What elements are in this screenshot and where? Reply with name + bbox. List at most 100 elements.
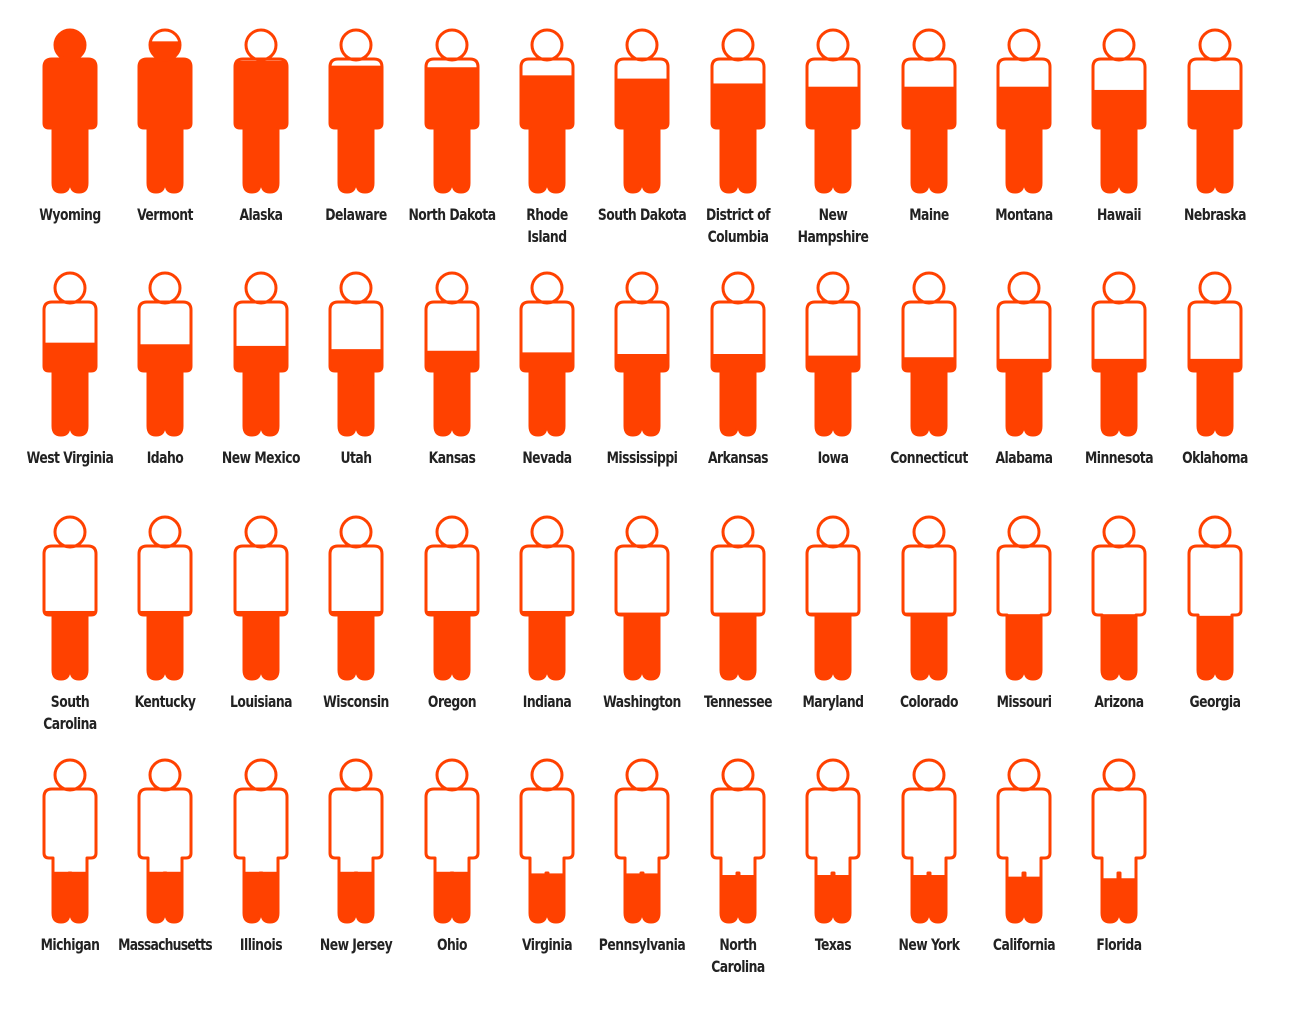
state-pictogram: Wisconsin [308, 491, 404, 721]
body-outline [328, 300, 384, 437]
person-icon [519, 28, 575, 194]
head-outline [721, 758, 755, 792]
state-label: Utah [340, 448, 373, 468]
state-pictogram: Missouri [976, 491, 1072, 721]
body-outline [42, 787, 98, 924]
head-outline [148, 515, 182, 549]
person-icon [137, 28, 193, 194]
body-outline [996, 544, 1052, 681]
person-icon [233, 758, 289, 924]
state-pictogram: Colorado [881, 491, 977, 721]
state-pictogram: North Dakota [404, 4, 500, 234]
person-icon [424, 271, 480, 437]
person-icon [1091, 515, 1147, 681]
state-label: Mississippi [606, 448, 678, 468]
body-outline [424, 300, 480, 437]
body-outline [424, 544, 480, 681]
person-icon [901, 758, 957, 924]
person-icon [710, 28, 766, 194]
person-icon [42, 515, 98, 681]
body-outline [805, 300, 861, 437]
head-outline [339, 758, 373, 792]
head-outline [530, 28, 564, 62]
state-label: Louisiana [229, 691, 292, 711]
body-outline [1091, 57, 1147, 194]
state-label: Florida [1096, 934, 1143, 954]
person-icon [519, 758, 575, 924]
body-outline [996, 787, 1052, 924]
body-outline [328, 787, 384, 924]
person-icon [42, 28, 98, 194]
body-outline [1091, 787, 1147, 924]
head-outline [816, 271, 850, 305]
head-outline [244, 271, 278, 305]
person-icon [137, 758, 193, 924]
state-pictogram: Tennessee [690, 491, 786, 721]
head-outline [912, 271, 946, 305]
body-outline [137, 57, 193, 194]
state-label: North Dakota [408, 205, 496, 224]
person-icon [519, 271, 575, 437]
state-pictogram: New Jersey [308, 734, 404, 964]
head-outline [1007, 271, 1041, 305]
state-label: New Jersey [320, 934, 393, 954]
state-pictogram: Kansas [404, 247, 500, 477]
state-label: Connecticut [889, 448, 968, 468]
person-icon [710, 758, 766, 924]
state-pictogram: Georgia [1167, 491, 1263, 721]
person-icon [901, 271, 957, 437]
state-label: Idaho [147, 448, 184, 468]
person-icon [805, 758, 861, 924]
state-label: Arizona [1094, 691, 1145, 711]
body-outline [1091, 544, 1147, 681]
state-label: Nebraska [1183, 205, 1246, 224]
head-outline [339, 515, 373, 549]
state-label: Montana [995, 205, 1053, 224]
head-outline [1102, 758, 1136, 792]
head-outline [435, 28, 469, 62]
person-icon [233, 515, 289, 681]
body-outline [519, 544, 575, 681]
head-outline [530, 271, 564, 305]
body-outline [328, 544, 384, 681]
state-label: West Virginia [26, 448, 114, 468]
head-outline [625, 515, 659, 549]
person-icon [901, 28, 957, 194]
state-label: New Hampshire [797, 205, 869, 246]
state-label: Wisconsin [323, 691, 390, 711]
body-outline [42, 300, 98, 437]
state-label: Nevada [522, 448, 572, 468]
state-label: Missouri [996, 691, 1052, 711]
state-pictogram: District of Columbia [690, 4, 786, 246]
person-icon [424, 28, 480, 194]
body-outline [901, 544, 957, 681]
body-outline [137, 787, 193, 924]
body-outline [42, 544, 98, 681]
person-icon [996, 515, 1052, 681]
head-outline [1007, 515, 1041, 549]
head-outline [530, 515, 564, 549]
head-outline [1007, 28, 1041, 62]
person-icon [805, 271, 861, 437]
state-pictogram: New Mexico [213, 247, 309, 477]
head-outline [816, 758, 850, 792]
state-pictogram: North Carolina [690, 734, 786, 976]
person-icon [328, 515, 384, 681]
body-outline [710, 57, 766, 194]
body-outline [233, 300, 289, 437]
body-outline [1091, 300, 1147, 437]
state-label: Arkansas [707, 448, 769, 468]
state-pictogram: Massachusetts [117, 734, 213, 964]
state-pictogram: Montana [976, 4, 1072, 234]
head-outline [53, 271, 87, 305]
state-pictogram: Wyoming [22, 4, 118, 234]
body-outline [901, 57, 957, 194]
state-label: Texas [815, 934, 852, 954]
state-pictogram: Connecticut [881, 247, 977, 477]
body-outline [996, 300, 1052, 437]
state-pictogram: Indiana [499, 491, 595, 721]
head-outline [1102, 515, 1136, 549]
state-pictogram: California [976, 734, 1072, 964]
body-outline [614, 544, 670, 681]
state-label: Vermont [137, 205, 194, 224]
